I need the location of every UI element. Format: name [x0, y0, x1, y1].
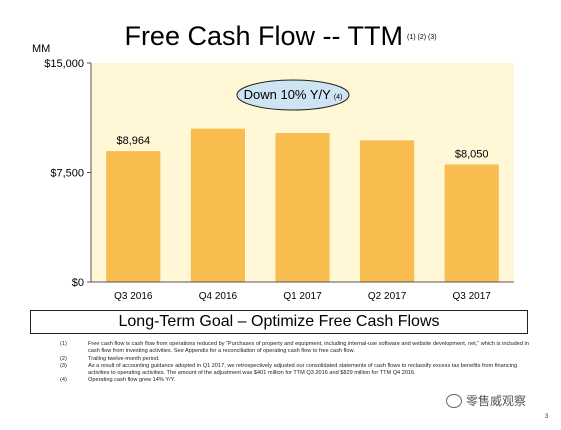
footnote-text: Operating cash flow grew 14% Y/Y.	[88, 377, 176, 384]
footnote-number: (4)	[60, 377, 67, 384]
footnote-number: (2)	[60, 355, 67, 362]
svg-text:Down 10% Y/Y(4): Down 10% Y/Y (4)	[244, 87, 343, 102]
annotation-callout: Down 10% Y/Y (4)	[236, 79, 350, 111]
bar	[190, 128, 245, 282]
bar-value-label: $8,964	[116, 135, 150, 147]
bar	[360, 140, 415, 282]
watermark-text: 零售威观察	[466, 394, 527, 408]
footnote: (4) Operating cash flow grew 14% Y/Y.	[60, 377, 530, 384]
x-tick-label: Q2 2017	[368, 291, 407, 302]
y-tick-label: $7,500	[50, 168, 84, 180]
goal-text: Long-Term Goal – Optimize Free Cash Flow…	[118, 313, 440, 330]
watermark: 零售威观察	[446, 392, 526, 409]
x-tick-label: Q4 2016	[199, 291, 238, 302]
y-tick-label: $0	[72, 277, 84, 289]
footnote-number: (3)	[60, 362, 67, 369]
title-footnote-refs: (1) (2) (3)	[406, 33, 437, 41]
footnote: (1) Free cash flow is cash flow from ope…	[60, 341, 530, 356]
wechat-icon	[446, 393, 462, 408]
footnote: (3) As a result of accounting guidance a…	[60, 363, 530, 378]
annotation-text: Down 10% Y/Y	[244, 87, 332, 102]
annotation-note: (4)	[334, 94, 343, 101]
footnote-text: Free cash flow is cash flow from operati…	[88, 341, 529, 355]
y-axis-unit-label: MM	[32, 43, 50, 55]
x-tick-label: Q3 2017	[453, 291, 492, 302]
page-number: 3	[545, 414, 549, 420]
chart-title: Free Cash Flow -- TTM (1) (2) (3)	[0, 20, 561, 54]
footnotes: (1) Free cash flow is cash flow from ope…	[60, 341, 530, 385]
bar	[275, 133, 330, 282]
x-tick-label: Q1 2017	[283, 291, 322, 302]
x-tick-label: Q3 2016	[114, 291, 153, 302]
footnote: (2) Trailing twelve-month period.	[60, 356, 530, 363]
footnote-text: Trailing twelve-month period.	[88, 355, 160, 362]
annotation-ellipse	[236, 79, 350, 111]
y-tick-label: $15,000	[44, 58, 84, 70]
bar	[444, 164, 499, 282]
fcf-bar-chart: MM $0 $7,500 $15,000 Q3 2016 Q4 2016 Q1 2017…	[32, 43, 514, 302]
long-term-goal-banner: Long-Term Goal – Optimize Free Cash Flow…	[30, 310, 528, 334]
bar-value-label: $8,050	[455, 148, 489, 160]
title-text: Free Cash Flow -- TTM	[124, 21, 403, 51]
footnote-text: As a result of accounting guidance adopt…	[88, 362, 518, 377]
footnote-number: (1)	[60, 341, 67, 347]
bar	[106, 151, 161, 282]
